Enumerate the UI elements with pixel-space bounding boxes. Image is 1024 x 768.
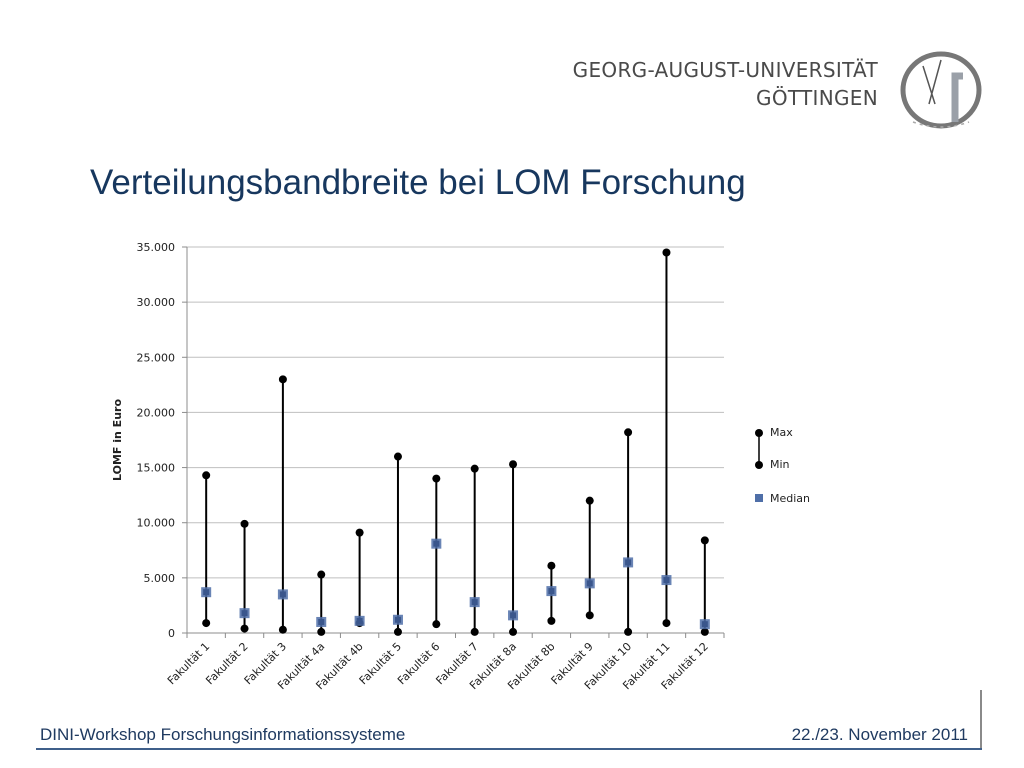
median-marker-core bbox=[548, 588, 555, 595]
max-point bbox=[393, 452, 402, 461]
max-point bbox=[662, 248, 671, 257]
y-axis-title: LOMF in Euro bbox=[111, 399, 124, 481]
median-marker-core bbox=[433, 540, 440, 547]
median-marker-core bbox=[663, 577, 670, 584]
y-tick-label: 20.000 bbox=[137, 406, 176, 419]
max-point bbox=[355, 528, 364, 537]
median-marker-core bbox=[625, 559, 632, 566]
legend-median-marker bbox=[755, 494, 763, 502]
legend-label-min: Min bbox=[770, 458, 790, 471]
y-tick-label: 35.000 bbox=[137, 241, 176, 254]
max-point bbox=[624, 428, 633, 437]
min-point bbox=[585, 611, 594, 620]
footer-event-name: DINI-Workshop Forschungsinformationssyst… bbox=[40, 725, 406, 744]
footer-date: 22./23. November 2011 bbox=[791, 725, 968, 744]
footer-edge-divider bbox=[980, 690, 982, 748]
max-point bbox=[202, 471, 211, 480]
university-name-line2: GÖTTINGEN bbox=[756, 86, 878, 110]
max-point bbox=[700, 536, 709, 545]
y-tick-label: 15.000 bbox=[137, 462, 176, 475]
y-tick-label: 30.000 bbox=[137, 296, 176, 309]
median-marker-core bbox=[701, 621, 708, 628]
y-tick-label: 5.000 bbox=[144, 572, 176, 585]
min-point bbox=[202, 619, 211, 628]
median-marker-core bbox=[586, 580, 593, 587]
max-point bbox=[547, 561, 556, 570]
max-point bbox=[509, 460, 518, 469]
median-marker-core bbox=[394, 616, 401, 623]
median-marker-core bbox=[471, 599, 478, 606]
max-point bbox=[278, 375, 287, 384]
min-point bbox=[432, 620, 441, 629]
legend-label-max: Max bbox=[770, 426, 793, 439]
legend-max-marker bbox=[755, 429, 763, 437]
min-point bbox=[317, 627, 326, 636]
median-marker-core bbox=[279, 591, 286, 598]
median-marker-core bbox=[356, 617, 363, 624]
median-marker-core bbox=[510, 612, 517, 619]
max-point bbox=[432, 474, 441, 483]
y-tick-label: 25.000 bbox=[137, 351, 176, 364]
min-point bbox=[240, 624, 249, 633]
min-point bbox=[509, 627, 518, 636]
median-marker-core bbox=[318, 618, 325, 625]
min-point bbox=[662, 619, 671, 628]
median-marker-core bbox=[203, 589, 210, 596]
min-point bbox=[624, 627, 633, 636]
legend-min-marker bbox=[755, 461, 763, 469]
min-point bbox=[393, 627, 402, 636]
y-tick-label: 0 bbox=[168, 627, 175, 640]
legend-label-median: Median bbox=[770, 492, 810, 505]
y-tick-label: 10.000 bbox=[137, 517, 176, 530]
max-point bbox=[317, 570, 326, 579]
min-point bbox=[278, 625, 287, 634]
max-point bbox=[240, 519, 249, 528]
max-point bbox=[470, 464, 479, 473]
min-point bbox=[470, 627, 479, 636]
footer-divider bbox=[36, 748, 982, 750]
min-point bbox=[547, 616, 556, 625]
max-point bbox=[585, 496, 594, 505]
median-marker-core bbox=[241, 610, 248, 617]
min-point bbox=[700, 627, 709, 636]
university-seal-logo-icon bbox=[900, 51, 982, 129]
slide-title: Verteilungsbandbreite bei LOM Forschung bbox=[90, 163, 746, 202]
university-name-line1: GEORG-AUGUST-UNIVERSITÄT bbox=[572, 58, 878, 82]
